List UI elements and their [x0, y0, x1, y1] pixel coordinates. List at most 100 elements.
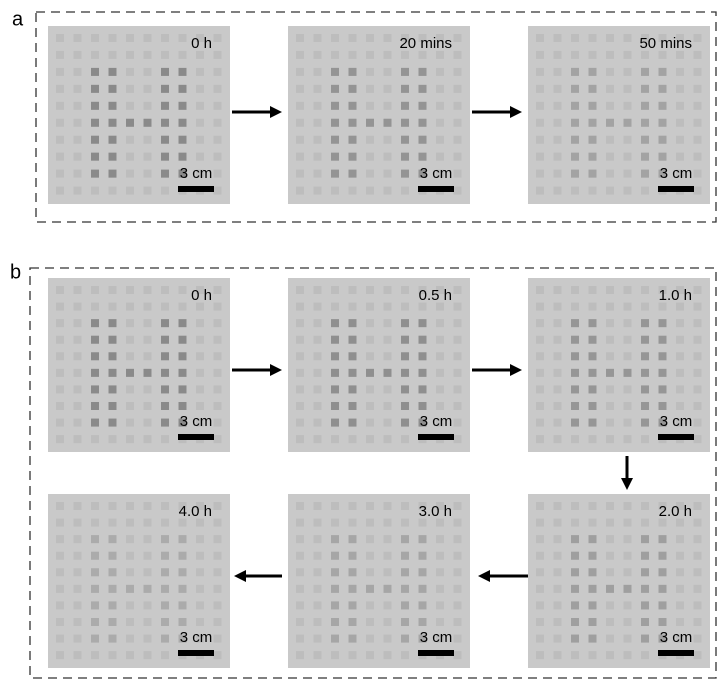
dot: [331, 435, 339, 443]
dot: [606, 618, 614, 626]
dot: [126, 187, 134, 195]
dot: [196, 601, 204, 609]
pattern-dot: [161, 635, 169, 643]
dot: [74, 51, 82, 59]
dot: [436, 535, 444, 543]
dot: [384, 336, 392, 344]
pattern-dot: [109, 136, 117, 144]
pattern-dot: [589, 618, 597, 626]
dot: [214, 502, 222, 510]
dot: [436, 136, 444, 144]
dot: [314, 170, 322, 178]
dot: [454, 51, 462, 59]
dot: [126, 153, 134, 161]
dot: [214, 585, 222, 593]
dot: [624, 51, 632, 59]
dot: [641, 303, 649, 311]
pattern-dot: [109, 336, 117, 344]
pattern-dot: [91, 618, 99, 626]
pattern-dot: [571, 585, 579, 593]
dot: [161, 435, 169, 443]
dot: [349, 187, 357, 195]
dot: [161, 502, 169, 510]
dot: [694, 519, 702, 527]
dot: [214, 618, 222, 626]
dot: [126, 435, 134, 443]
dot: [606, 170, 614, 178]
pattern-dot: [109, 153, 117, 161]
dot: [694, 651, 702, 659]
pattern-dot: [571, 635, 579, 643]
dot: [56, 618, 64, 626]
pattern-dot: [109, 568, 117, 576]
pattern-dot: [419, 85, 427, 93]
dot: [536, 601, 544, 609]
dot: [454, 34, 462, 42]
pattern-dot: [349, 85, 357, 93]
pattern-dot: [161, 319, 169, 327]
dot: [384, 535, 392, 543]
dot: [214, 153, 222, 161]
dot: [436, 153, 444, 161]
dot: [676, 352, 684, 360]
dot: [384, 136, 392, 144]
dot: [56, 502, 64, 510]
dot: [624, 286, 632, 294]
dot: [126, 552, 134, 560]
dot: [454, 552, 462, 560]
dot: [56, 51, 64, 59]
dot: [296, 585, 304, 593]
dot: [144, 618, 152, 626]
dot: [349, 651, 357, 659]
pattern-dot: [419, 102, 427, 110]
pattern-dot: [589, 601, 597, 609]
time-label: 4.0 h: [179, 503, 212, 520]
dot: [694, 535, 702, 543]
dot: [91, 303, 99, 311]
dot: [694, 552, 702, 560]
pattern-dot: [419, 585, 427, 593]
dot: [296, 402, 304, 410]
dot: [641, 435, 649, 443]
pattern-dot: [331, 136, 339, 144]
dot: [296, 136, 304, 144]
pattern-dot: [641, 535, 649, 543]
dot: [366, 519, 374, 527]
dot: [74, 585, 82, 593]
dot: [571, 303, 579, 311]
pattern-dot: [331, 319, 339, 327]
dot: [554, 402, 562, 410]
pattern-dot: [659, 119, 667, 127]
dot: [214, 68, 222, 76]
dot: [109, 303, 117, 311]
pattern-dot: [349, 419, 357, 427]
dot: [56, 552, 64, 560]
dot: [144, 402, 152, 410]
pattern-dot: [161, 585, 169, 593]
dot: [56, 136, 64, 144]
dot: [74, 601, 82, 609]
dot: [554, 319, 562, 327]
dot: [56, 336, 64, 344]
dot: [384, 618, 392, 626]
dot: [109, 286, 117, 294]
dot: [624, 136, 632, 144]
dot: [144, 419, 152, 427]
pattern-dot: [349, 635, 357, 643]
dot: [366, 187, 374, 195]
pattern-dot: [349, 618, 357, 626]
dot: [589, 187, 597, 195]
dot: [694, 336, 702, 344]
dot: [214, 119, 222, 127]
dot: [694, 435, 702, 443]
dot: [179, 286, 187, 294]
pattern-dot: [349, 170, 357, 178]
dot: [401, 187, 409, 195]
dot: [366, 153, 374, 161]
dot: [214, 286, 222, 294]
pattern-dot: [659, 618, 667, 626]
dot: [454, 618, 462, 626]
pattern-dot: [401, 319, 409, 327]
dot: [109, 187, 117, 195]
pattern-dot: [161, 136, 169, 144]
